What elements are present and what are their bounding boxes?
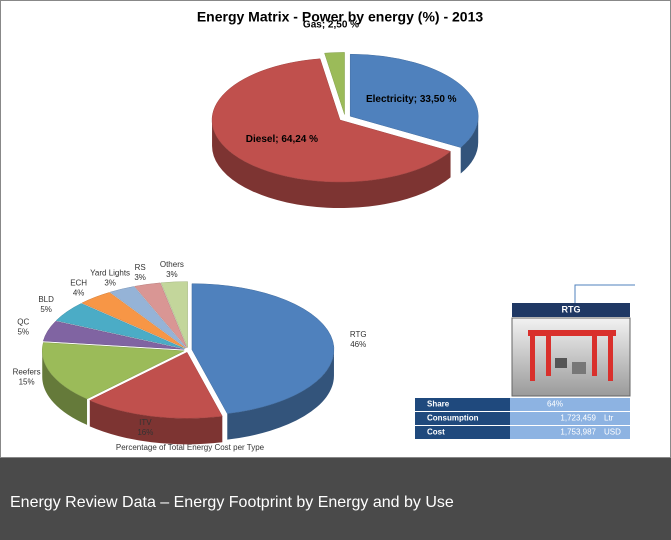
value-label: 5% <box>17 328 29 337</box>
table-text: Cost <box>427 428 445 437</box>
caption: Energy Review Data – Energy Footprint by… <box>0 458 671 540</box>
value-label: 15% <box>19 377 35 386</box>
category-label: RS <box>135 263 146 272</box>
category-label: Yard Lights <box>90 269 130 278</box>
table-text: 1,753,987 <box>560 428 596 437</box>
table-text: Ltr <box>604 414 614 423</box>
table-text: Share <box>427 400 450 409</box>
value-label: Electricity; 33,50 % <box>366 94 457 105</box>
value-label: 3% <box>104 279 116 288</box>
value-label: Diesel; 64,24 % <box>246 134 318 145</box>
value-label: 46% <box>350 340 366 349</box>
value-label: Gas; 2,50 % <box>303 20 359 31</box>
category-label: Others <box>160 260 184 269</box>
table-text: 1,723,459 <box>560 414 596 423</box>
value-label: 4% <box>73 288 85 297</box>
page: Energy Matrix - Power by energy (%) - 20… <box>0 0 671 540</box>
category-label: ECH <box>70 278 87 287</box>
table-text: 64% <box>547 400 563 409</box>
table-text: Consumption <box>427 414 479 423</box>
category-label: QC <box>17 318 29 327</box>
category-label: BLD <box>38 295 54 304</box>
chart: Energy Matrix - Power by energy (%) - 20… <box>0 0 671 458</box>
table-text: USD <box>604 428 621 437</box>
value-label: 16% <box>137 428 153 437</box>
table-cell <box>600 398 630 411</box>
category-label: Reefers <box>13 367 41 376</box>
crane-picture <box>512 318 630 396</box>
value-label: 3% <box>166 270 178 279</box>
category-label: ITV <box>139 418 152 427</box>
chart-title: Percentage of Total Energy Cost per Type <box>116 443 265 452</box>
category-label: RTG <box>350 330 367 339</box>
value-label: 3% <box>134 273 146 282</box>
panel-title: RTG <box>562 304 581 314</box>
value-label: 5% <box>40 305 52 314</box>
